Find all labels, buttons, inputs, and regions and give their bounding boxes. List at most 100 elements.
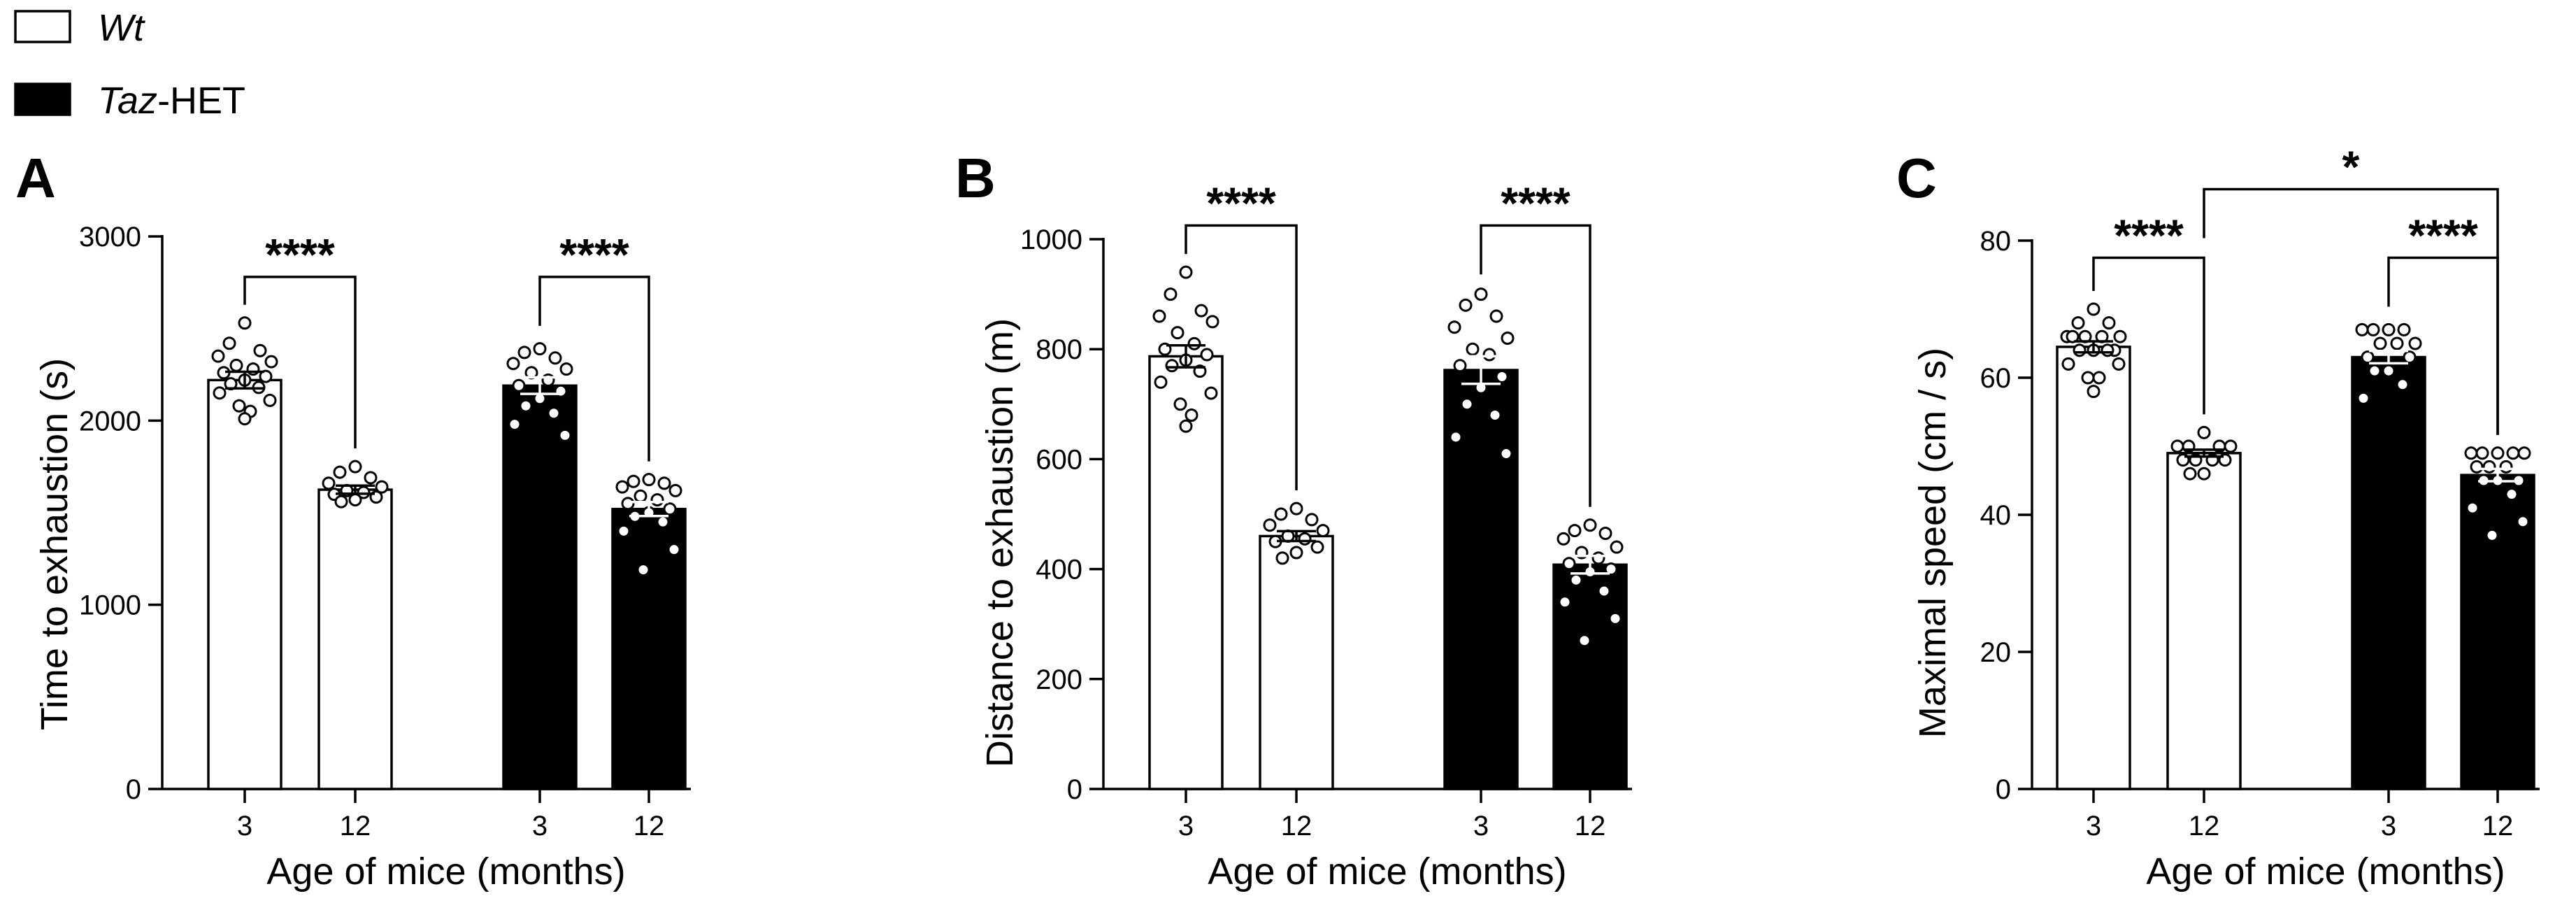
panel-b-data-point: [1460, 397, 1474, 411]
panel-c-data-point: [2073, 343, 2087, 357]
panel-b-data-point: [1298, 532, 1312, 546]
panel-b-data-point: [1568, 524, 1582, 538]
panel-b-data-point: [1610, 540, 1624, 554]
panel-c-data-point: [2112, 357, 2126, 371]
panel-c-data-point: [2092, 371, 2106, 385]
panel-b-plot: 0 200 400 600 800 1000 3 12 3 12 **** ****: [1020, 178, 1632, 841]
panel-b-xtick-label: 3: [1178, 811, 1194, 841]
panel-c-significance-label: ****: [2408, 211, 2478, 261]
panel-c-bar: [2056, 346, 2131, 790]
panel-c-data-point: [2382, 322, 2396, 336]
panel-a: A Time to exhaustion (s) Age of mice (mo…: [15, 147, 691, 893]
panel-a-letter: A: [15, 147, 56, 209]
panel-a-xtick-label: 3: [532, 811, 548, 841]
panel-b-data-point: [1185, 408, 1198, 422]
panel-c-ylabel: Maximal speed (cm / s): [1912, 348, 1954, 738]
panel-b-ytick-label: 400: [1036, 555, 1082, 585]
panel-b-data-point: [1289, 502, 1303, 516]
panel-a-data-point: [232, 399, 246, 413]
panel-c-ytick-label: 20: [1980, 637, 2012, 668]
panel-c-data-point: [2491, 446, 2505, 460]
panel-a-data-point: [517, 346, 531, 360]
panel-c-xtick-label: 3: [2086, 811, 2101, 841]
panel-b-xtick-label: 3: [1473, 811, 1489, 841]
panel-a-data-point: [508, 418, 522, 432]
panel-a-significance-label: ****: [559, 229, 629, 280]
panel-a-ylabel: Time to exhaustion (s): [34, 358, 76, 730]
panel-c-data-point: [2183, 467, 2197, 481]
panel-a-xtick-label: 12: [340, 811, 371, 841]
panel-b-data-point: [1583, 518, 1597, 532]
panel-b-significance-label: ****: [1501, 178, 1570, 228]
panel-b-xlabel: Age of mice (months): [1208, 851, 1566, 893]
panel-c-ytick-label: 0: [1996, 774, 2011, 805]
panel-b-data-point: [1474, 287, 1488, 301]
panel-c-data-point: [2482, 460, 2496, 474]
panel-c-significance-bracket: [2203, 187, 2499, 435]
panel-a-ytick-label: 0: [126, 774, 141, 805]
panel-a-data-point: [375, 480, 389, 494]
panel-b-data-point: [1459, 298, 1473, 312]
panel-b-data-point: [1501, 331, 1515, 345]
panel-c-data-point: [2101, 343, 2115, 357]
panel-a-data-point: [636, 563, 650, 577]
panel-b-data-point: [1305, 513, 1319, 527]
panel-b-data-point: [1489, 309, 1503, 323]
panel-a-data-point: [213, 386, 227, 400]
panel-a-ytick-label: 3000: [79, 222, 141, 253]
panel-c-data-point: [2397, 322, 2411, 336]
panel-c-data-point: [2506, 446, 2520, 460]
panel-a-data-point: [264, 355, 278, 369]
panel-a-significance-label: ****: [265, 229, 335, 280]
panel-a-data-point: [559, 362, 573, 376]
panel-c-data-point: [2081, 371, 2095, 385]
panel-c-data-point: [2485, 528, 2499, 542]
panel-a-data-point: [663, 502, 677, 516]
panel-b-data-point: [1171, 326, 1185, 340]
panel-b-data-point: [1316, 524, 1330, 538]
panel-c-data-point: [2113, 329, 2127, 343]
panel-c-data-point: [2368, 364, 2382, 378]
panel-a-bar: [207, 378, 282, 790]
panel-b-ytick-label: 600: [1036, 444, 1082, 475]
panel-a-data-point: [533, 342, 547, 356]
panel-b-data-point: [1194, 304, 1208, 318]
panel-b-data-point: [1179, 265, 1193, 279]
panel-b-bar: [1259, 534, 1334, 790]
panel-a-data-point: [621, 497, 635, 511]
panel-a-data-point: [334, 495, 348, 509]
panel-a-data-point: [348, 460, 362, 474]
panel-a-data-point: [657, 476, 671, 490]
panel-c-data-point: [2403, 350, 2417, 364]
panel-c-data-point: [2170, 439, 2184, 453]
panel-c-data-point: [2071, 316, 2085, 330]
panel-b-letter: B: [955, 147, 996, 209]
panel-b-data-point: [1569, 573, 1583, 587]
panel-b-data-point: [1152, 309, 1166, 323]
panel-c-xtick-label: 12: [2189, 811, 2220, 841]
panel-a-data-point: [348, 493, 362, 507]
panel-c-data-point: [2361, 350, 2375, 364]
panel-c-data-point: [2382, 364, 2396, 378]
panel-b-data-point: [1165, 359, 1179, 373]
panel-a-ytick-label: 2000: [79, 406, 141, 436]
panel-b-data-point: [1263, 518, 1277, 532]
panel-b-data-point: [1187, 336, 1201, 350]
panel-b-significance-label: ****: [1206, 178, 1276, 228]
panel-c-bar: [2351, 355, 2426, 790]
panel-b-data-point: [1488, 408, 1502, 422]
panel-b-data-point: [1598, 527, 1612, 541]
panel-a-data-point: [634, 489, 647, 503]
panel-a-data-point: [548, 351, 562, 365]
panel-b-data-point: [1164, 287, 1178, 301]
panel-a-data-point: [364, 471, 378, 485]
panel-a-data-point: [547, 406, 561, 420]
legend-label-wt: Wt: [98, 7, 145, 49]
panel-c-data-point: [2408, 336, 2422, 350]
panel-a-ytick-label: 1000: [79, 590, 141, 621]
panel-a-data-point: [642, 473, 656, 487]
legend-swatch-wt: [14, 10, 71, 43]
panel-c-data-point: [2197, 467, 2211, 481]
panel-a-bar: [502, 384, 578, 790]
